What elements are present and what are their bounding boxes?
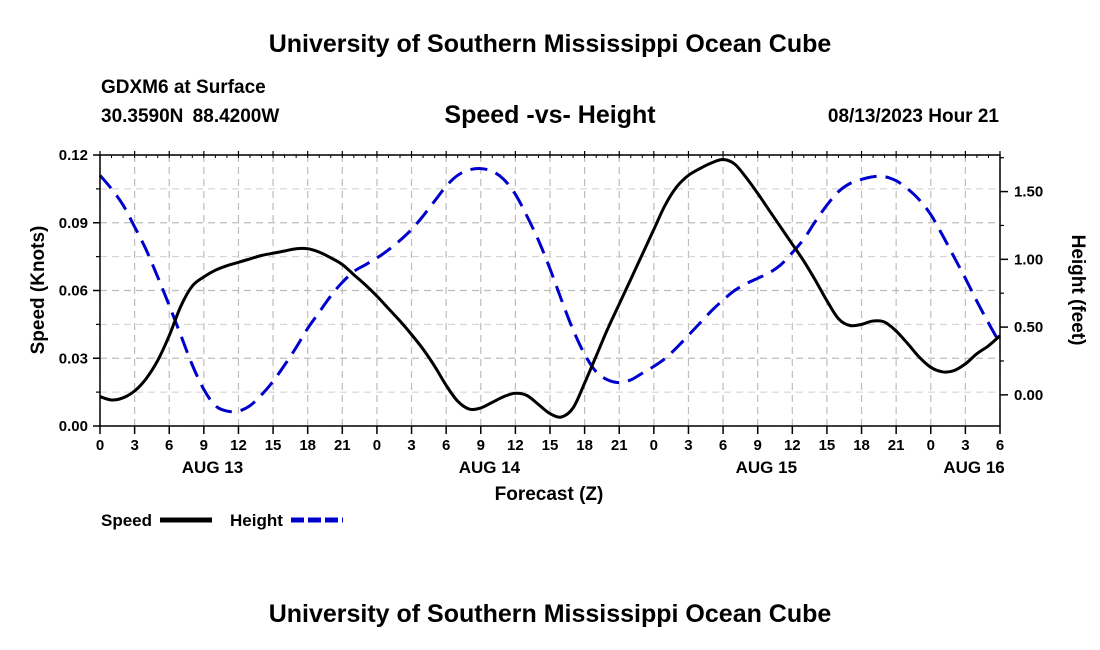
- axis-labels: 0 3 6 9 12 15 18 21 0 3 6 9 12 15 18 21 0 3 6 9 12 15 18 21 0 3 6 0…: [59, 147, 1043, 477]
- x-tick-label: 0: [373, 437, 381, 454]
- x-tick-label: 15: [542, 437, 559, 454]
- y-tick-label-left: 0.12: [59, 147, 88, 164]
- y-axis-title-left: Speed (Knots): [28, 226, 49, 355]
- axis-ticks: [93, 151, 1008, 434]
- x-tick-label: 6: [719, 437, 727, 454]
- x-tick-label: 9: [200, 437, 208, 454]
- y-tick-label-left: 0.06: [59, 283, 88, 300]
- x-tick-label: 3: [684, 437, 692, 454]
- x-tick-label: 18: [853, 437, 870, 454]
- coordinates-label: 30.3590N 88.4200W: [101, 106, 280, 127]
- date-label: AUG 14: [459, 458, 521, 477]
- x-tick-label: 12: [507, 437, 524, 454]
- x-tick-label: 15: [819, 437, 836, 454]
- x-tick-label: 18: [576, 437, 593, 454]
- x-tick-label: 21: [888, 437, 905, 454]
- x-tick-label: 18: [299, 437, 316, 454]
- x-tick-label: 9: [754, 437, 762, 454]
- y-tick-label-left: 0.00: [59, 418, 88, 435]
- date-label: AUG 15: [736, 458, 797, 477]
- chart-legend: Speed Height: [101, 511, 343, 530]
- y-tick-label-right: 0.50: [1014, 319, 1043, 336]
- x-tick-label: 9: [477, 437, 485, 454]
- legend-label-height: Height: [230, 511, 283, 530]
- x-tick-label: 21: [334, 437, 351, 454]
- y-tick-label-left: 0.03: [59, 350, 88, 367]
- x-tick-label: 15: [265, 437, 282, 454]
- x-tick-label: 12: [230, 437, 247, 454]
- x-tick-label: 3: [961, 437, 969, 454]
- legend-label-speed: Speed: [101, 511, 152, 530]
- x-tick-label: 6: [165, 437, 173, 454]
- series-lines: [98, 157, 1002, 419]
- y-tick-label-right: 1.50: [1014, 184, 1043, 201]
- x-tick-label: 6: [996, 437, 1004, 454]
- y-tick-label-left: 0.09: [59, 215, 88, 232]
- x-axis-title: Forecast (Z): [495, 484, 604, 505]
- forecast-datetime: 08/13/2023 Hour 21: [827, 106, 999, 127]
- top-title: University of Southern Mississippi Ocean…: [268, 30, 832, 58]
- x-tick-label: 0: [96, 437, 104, 454]
- x-tick-label: 21: [611, 437, 628, 454]
- x-tick-label: 6: [442, 437, 450, 454]
- bottom-title: University of Southern Mississippi Ocean…: [268, 600, 832, 628]
- x-tick-label: 0: [650, 437, 658, 454]
- grid-lines: [99, 154, 1001, 427]
- y-tick-label-right: 0.00: [1014, 387, 1043, 404]
- date-label: AUG 13: [182, 458, 243, 477]
- x-tick-label: 3: [130, 437, 138, 454]
- x-tick-label: 3: [407, 437, 415, 454]
- y-tick-label-right: 1.00: [1014, 251, 1043, 268]
- station-label: GDXM6 at Surface: [101, 77, 266, 98]
- y-axis-title-right: Height (feet): [1067, 235, 1088, 346]
- speed-series-line: [99, 157, 1002, 419]
- x-tick-label: 0: [927, 437, 935, 454]
- x-tick-label: 12: [784, 437, 801, 454]
- date-label: AUG 16: [943, 458, 1004, 477]
- height-series-line: [98, 167, 1002, 414]
- chart-subtitle: Speed -vs- Height: [444, 101, 656, 129]
